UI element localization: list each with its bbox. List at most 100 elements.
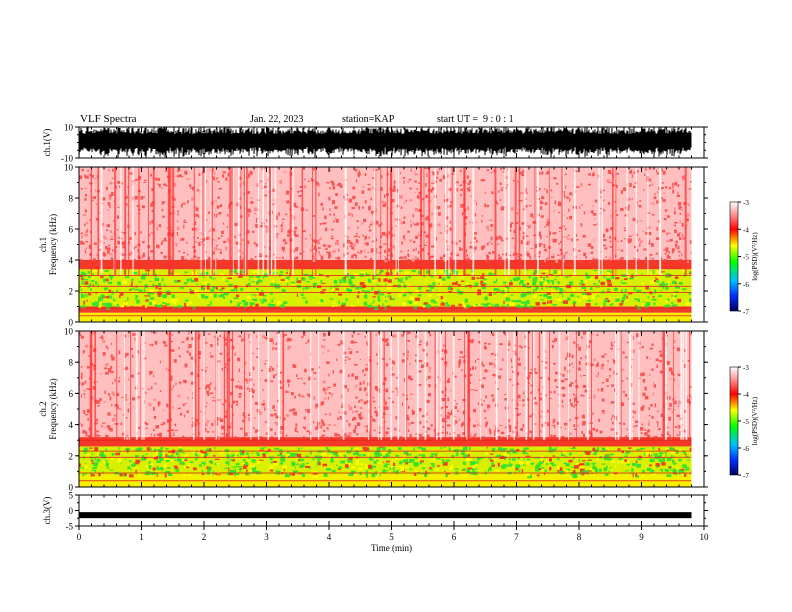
spectrogram-speckle	[134, 179, 139, 181]
spectrogram-speckle	[374, 407, 377, 409]
spectrogram-speckle	[458, 417, 461, 422]
spectrogram-speckle	[347, 236, 349, 239]
spectrogram-speckle	[385, 363, 388, 367]
spectrogram-speckle	[359, 282, 365, 286]
spectrogram-speckle	[104, 287, 108, 291]
spectrogram-speckle	[317, 242, 321, 244]
spectrogram-speckle	[220, 249, 222, 251]
spectrogram-speckle	[558, 270, 563, 274]
spectrogram-speckle	[350, 447, 353, 451]
spectrogram-speckle	[109, 469, 114, 471]
spectrogram-speckle	[609, 240, 612, 243]
spectrogram-speckle	[83, 447, 88, 452]
spectrogram-speckle	[524, 367, 527, 369]
spectrogram-speckle	[409, 376, 411, 380]
spectrogram-speckle	[463, 474, 467, 478]
spectrogram-speckle	[218, 452, 224, 455]
spectrogram-speckle	[330, 436, 333, 438]
spectrogram-speckle	[385, 406, 389, 410]
spectrogram-speckle	[407, 249, 409, 252]
spectrogram-speckle	[391, 373, 395, 376]
spectrogram-speckle	[628, 204, 630, 207]
spectrogram-speckle	[119, 473, 123, 477]
spectrogram-speckle	[647, 212, 651, 214]
spectrogram-speckle	[358, 415, 361, 419]
spectrogram-speckle	[224, 399, 226, 402]
spectrogram-speckle	[388, 247, 391, 252]
spectrogram-speckle	[79, 422, 81, 425]
spectrogram-speckle	[93, 258, 96, 262]
spectrogram-speckle	[679, 236, 682, 240]
spectrogram-speckle	[88, 259, 92, 263]
spectrogram-speckle	[435, 236, 438, 241]
spectrogram-speckle	[304, 286, 309, 290]
spectrogram-speckle	[241, 239, 245, 241]
spectrogram-speckle	[87, 409, 90, 413]
spectrogram-speckle	[356, 462, 359, 466]
spectrogram-speckle	[364, 373, 366, 377]
spectrogram-speckle	[430, 188, 433, 193]
spectrogram-speckle	[600, 365, 604, 370]
spectrogram-speckle	[226, 237, 230, 242]
spectrogram-speckle	[668, 232, 671, 234]
spectrogram-speckle	[605, 228, 609, 233]
spectrogram-speckle	[199, 410, 202, 413]
spectrogram-speckle	[356, 220, 359, 223]
spectrogram-speckle	[219, 273, 224, 276]
spectrogram-speckle	[84, 413, 89, 416]
spectrogram-speckle	[165, 303, 170, 306]
spectrogram-speckle	[300, 277, 303, 280]
spectrogram-speckle	[222, 277, 225, 281]
spectrogram-speckle	[179, 287, 185, 289]
spectrogram-speckle	[269, 465, 274, 470]
spectrogram-speckle	[274, 234, 278, 239]
spectrogram-speckle	[114, 302, 116, 304]
spectrogram-speckle	[596, 457, 600, 461]
spectrogram-speckle	[515, 253, 519, 256]
spectrogram-speckle	[322, 400, 325, 405]
spectrogram-speckle	[149, 448, 152, 451]
spectrogram-speckle	[673, 409, 675, 411]
spectrogram-speckle	[621, 300, 625, 303]
spectrogram-speckle	[94, 281, 98, 285]
spectrogram-speckle	[642, 469, 645, 474]
spectrogram-speckle	[446, 216, 449, 220]
spectrogram-speckle	[221, 367, 224, 371]
spectrogram-speckle	[646, 356, 649, 359]
spectrogram-speckle	[590, 211, 594, 213]
spectrogram-speckle	[440, 357, 444, 361]
spectrogram-speckle	[546, 221, 551, 224]
spectrogram-speckle	[491, 447, 496, 451]
spectrogram-speckle	[603, 189, 605, 192]
spectrogram-speckle	[441, 299, 446, 302]
spectrogram-speckle	[509, 452, 511, 455]
spectrogram-speckle	[481, 245, 486, 248]
spectrogram-speckle	[191, 337, 194, 341]
spectrogram-speckle	[372, 296, 377, 298]
spectrogram-speckle	[279, 180, 283, 184]
spectrogram-speckle	[607, 360, 609, 362]
spectrogram-speckle	[382, 303, 384, 306]
spectrogram-speckle	[553, 390, 556, 394]
spectrogram-speckle	[555, 446, 558, 450]
y-tick-label: 8	[69, 194, 74, 204]
spectrogram-speckle	[457, 434, 461, 439]
spectrogram-speckle	[186, 337, 189, 341]
spectrogram-speckle	[281, 229, 283, 233]
spectrogram-speckle	[323, 222, 327, 225]
spectrogram-band	[79, 437, 692, 447]
spectrogram-speckle	[101, 454, 107, 459]
spectrogram-speckle	[487, 406, 489, 411]
spectrogram-speckle	[111, 452, 115, 456]
spectrogram-speckle	[596, 295, 600, 297]
spectrogram-speckle	[144, 391, 148, 395]
spectrogram-speckle	[624, 459, 628, 463]
spectrogram-speckle	[320, 401, 324, 406]
spectrogram-speckle	[533, 270, 538, 274]
spectrogram-speckle	[222, 174, 224, 176]
spectrogram-speckle	[522, 231, 526, 235]
spectrogram-speckle	[186, 350, 188, 353]
spectrogram-speckle	[355, 238, 358, 243]
spectrogram-speckle	[370, 210, 374, 215]
spectrogram-speckle	[552, 303, 558, 306]
